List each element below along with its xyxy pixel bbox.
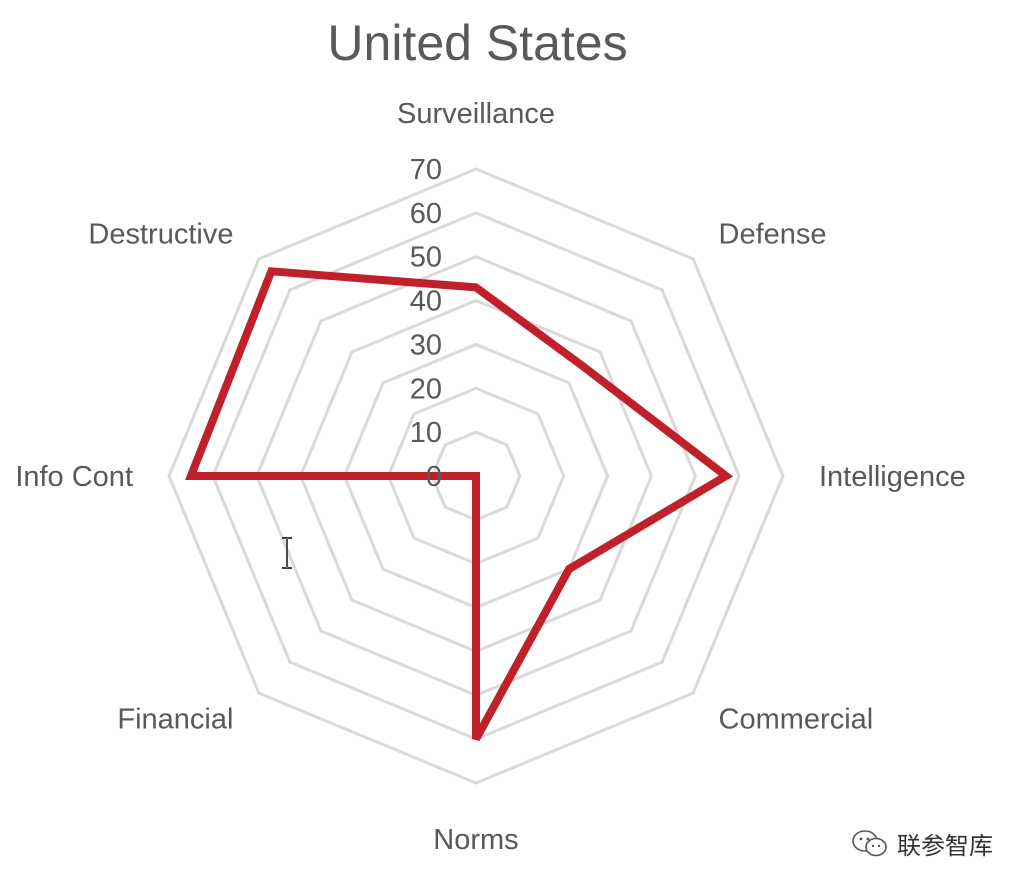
axis-label-intelligence: Intelligence [819, 461, 966, 493]
axis-label-surveillance: Surveillance [397, 98, 555, 130]
tick-label: 60 [410, 198, 442, 230]
watermark-text: 联参智库 [897, 832, 993, 860]
grid-ring [167, 167, 785, 785]
radar-series [185, 267, 734, 742]
radar-axis-labels: Surveillance Defense Intelligence Commercia… [15, 98, 965, 856]
tick-label: 10 [410, 417, 442, 449]
series-line [185, 267, 734, 742]
tick-label: 40 [410, 286, 442, 318]
axis-label-commercial: Commercial [719, 704, 874, 736]
radar-tick-labels: 0 10 20 30 40 50 60 70 [410, 154, 442, 493]
watermark: 联参智库 [851, 826, 993, 861]
tick-label: 70 [410, 154, 442, 186]
tick-label: 0 [426, 461, 442, 493]
axis-label-destructive: Destructive [88, 218, 233, 250]
wechat-icon [852, 829, 887, 856]
axis-label-info-cont: Info Cont [15, 461, 133, 493]
text-cursor-icon [282, 537, 292, 569]
tick-label: 50 [410, 242, 442, 274]
axis-label-financial: Financial [117, 704, 233, 736]
axis-label-norms: Norms [433, 824, 518, 856]
chart-title: United States [327, 15, 628, 71]
tick-label: 20 [410, 373, 442, 405]
axis-label-defense: Defense [719, 218, 827, 250]
tick-label: 30 [410, 329, 442, 361]
